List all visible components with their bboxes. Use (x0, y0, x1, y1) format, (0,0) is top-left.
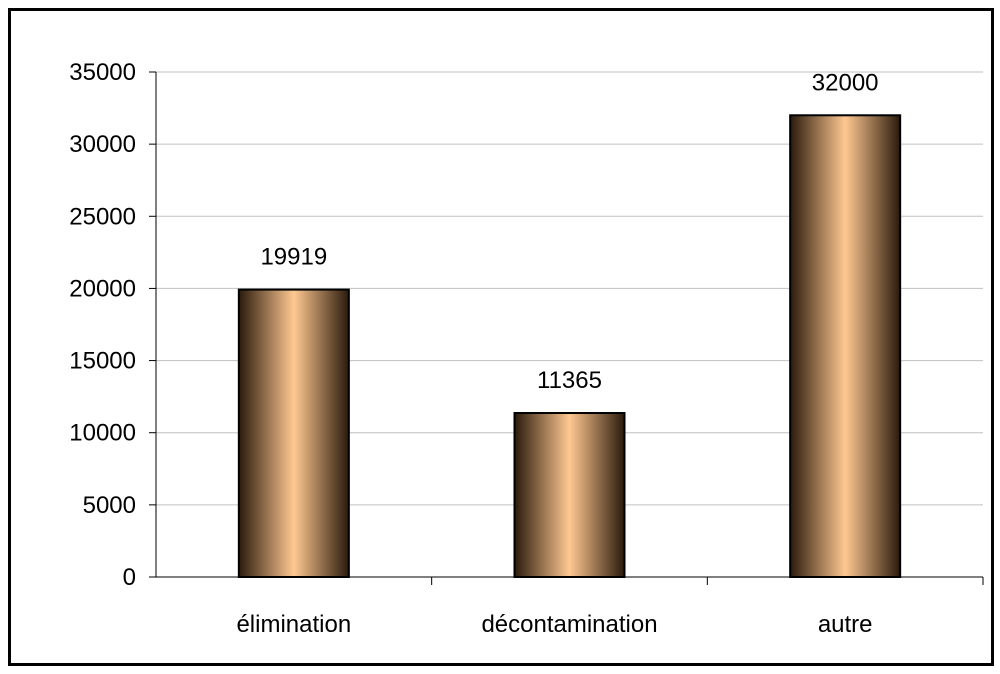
y-tick-label: 0 (123, 564, 136, 591)
x-tick-label: élimination (236, 611, 351, 638)
data-label: 32000 (812, 69, 879, 96)
y-tick-label: 30000 (69, 131, 136, 158)
data-labels: 19919 11365 32000 (260, 69, 878, 394)
chart-frame: 0 5000 10000 15000 20000 25000 30000 35000 1991… (8, 8, 994, 666)
y-tick-label: 5000 (83, 492, 136, 519)
x-tick-labels: élimination décontamination autre (236, 611, 872, 638)
bars (237, 114, 902, 579)
bar-chart: 0 5000 10000 15000 20000 25000 30000 35000 1991… (69, 59, 984, 638)
y-tick-label: 15000 (69, 348, 136, 375)
bar (237, 288, 350, 578)
y-tick-label: 25000 (69, 203, 136, 230)
data-label: 11365 (537, 367, 602, 394)
y-tick-label: 35000 (69, 59, 136, 86)
x-tick-label: autre (818, 611, 873, 638)
y-tick-label: 20000 (69, 275, 136, 302)
data-label: 19919 (260, 244, 327, 271)
bar (513, 412, 626, 578)
y-tick-labels: 0 5000 10000 15000 20000 25000 30000 35000 (69, 59, 136, 591)
y-tick-label: 10000 (69, 420, 136, 447)
bar (789, 114, 902, 579)
x-tick-label: décontamination (481, 611, 657, 638)
